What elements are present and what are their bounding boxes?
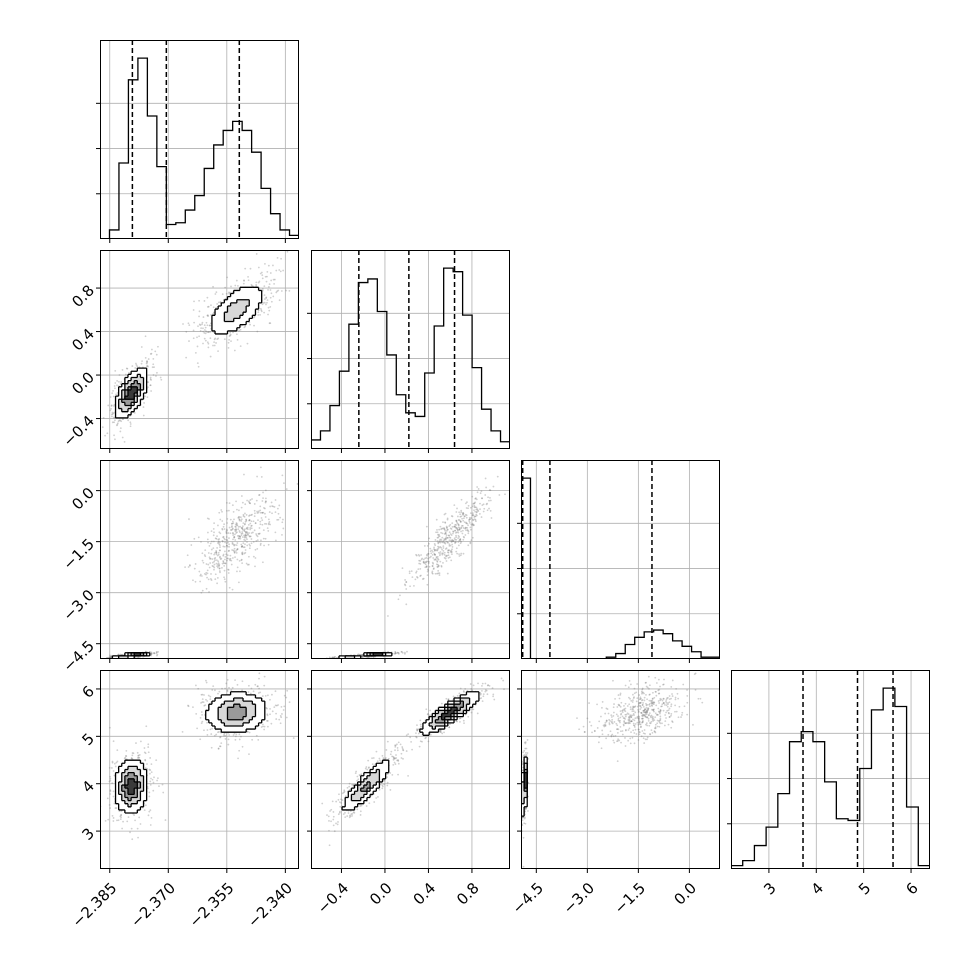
x-tick-label: −2.370 [127,879,179,931]
x-tick-label: 0.0 [671,879,701,909]
y-tick-label: 6 [79,682,98,701]
hist-panel-3: 3 4 5 6 [727,670,930,899]
x-tick-label: −3.0 [560,879,598,917]
x-tick-label: 4 [808,879,827,898]
density-level-3 [134,652,141,657]
x-tick-label: −0.4 [314,879,352,917]
density-level-3 [124,778,138,795]
panel-frame [521,670,720,869]
y-tick-label: −1.5 [60,535,98,573]
density-level-3 [524,772,528,789]
panel-frame [311,670,510,869]
panel-frame [100,460,299,659]
x-tick-label: 5 [855,879,874,898]
contour-line [121,703,247,802]
y-tick-label: 0.4 [68,325,98,355]
contour-line [114,286,263,419]
panel-frame [100,670,299,869]
x-tick-label: −2.355 [186,879,238,931]
panel-frame [100,250,299,449]
y-tick-label: −3.0 [60,586,98,624]
panel-frame [731,670,930,869]
hist-panel-1 [307,250,510,453]
contour-line [118,299,250,413]
x-tick-label: 0.8 [453,879,483,909]
x-tick-label: 0.0 [366,879,396,909]
histogram-1 [311,267,510,449]
histogram-0 [100,57,299,239]
contour-line [124,386,138,400]
panel-frame [521,460,720,659]
contour-line [372,652,384,657]
contour-line [118,697,257,808]
y-tick-label: −0.4 [60,412,98,450]
contour-line [350,697,471,802]
panel-frame [311,250,510,449]
y-tick-label: −4.5 [60,637,98,675]
x-tick-label: 3 [760,879,779,898]
scatter-panel-3-1: −0.4 0.0 0.4 0.8 [307,670,510,918]
scatter-panel-1-0: −0.4 0.0 0.4 0.8 [60,250,299,453]
panel-frame [100,40,299,239]
x-tick-label: 0.4 [410,879,440,909]
scatter-panel-2-0: −4.5 −3.0 −1.5 0.0 [60,460,299,675]
y-tick-label: 3 [79,824,98,843]
contour-line [341,691,480,811]
contour-line [440,706,458,721]
scatter-panel-2-1 [307,460,510,663]
x-tick-label: 6 [902,879,921,898]
x-tick-label: −2.340 [244,879,296,931]
density-level-3 [373,652,383,657]
contour-line [523,771,528,789]
histogram-3 [731,687,930,869]
x-tick-label: −4.5 [509,879,547,917]
scatter-panel-3-2: −4.5 −3.0 −1.5 0.0 [509,670,720,918]
hist-panel-2 [517,460,720,663]
x-tick-label: −1.5 [611,879,649,917]
y-tick-label: 4 [79,777,98,796]
contour-line [114,691,266,814]
density-level-3 [441,707,458,721]
hist-panel-0 [96,40,299,243]
y-tick-label: 0.0 [68,484,98,514]
contour-line [133,652,142,657]
y-tick-label: 5 [79,730,98,749]
histogram-2 [521,477,720,659]
scatter-panel-3-0: 3 4 5 6 −2.385 −2.370 −2.355 −2.340 [69,670,299,931]
density-level-3 [124,386,138,400]
x-tick-label: −2.385 [69,879,121,931]
contour-line [124,778,138,796]
contour-line [360,700,465,792]
y-tick-label: 0.8 [68,281,98,311]
panel-frame [311,460,510,659]
y-tick-label: 0.0 [68,368,98,398]
